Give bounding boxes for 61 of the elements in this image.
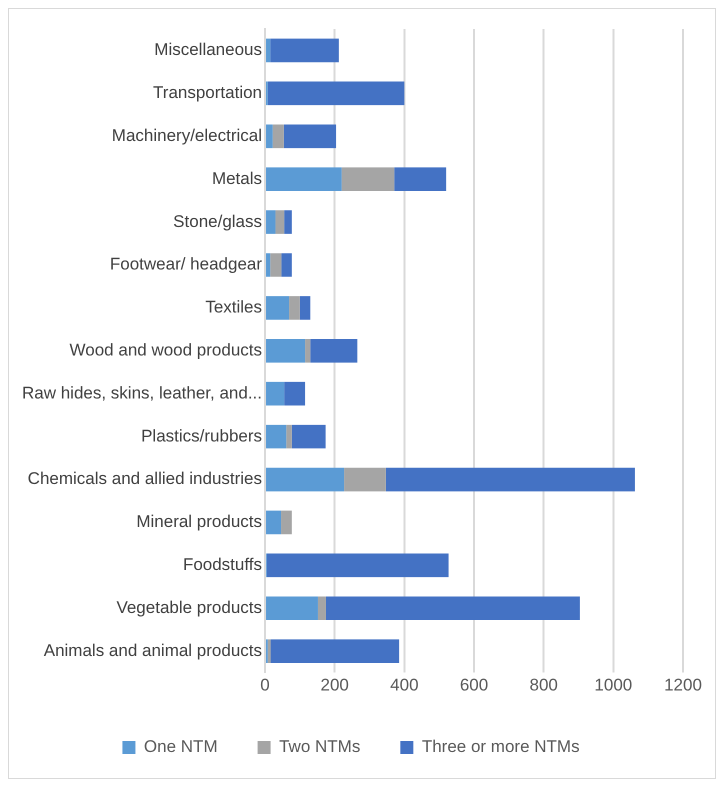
- y-tick-label: Mineral products: [136, 512, 262, 532]
- bar: [342, 167, 394, 191]
- bar: [270, 639, 400, 663]
- bar: [266, 510, 282, 534]
- y-tick-label: Chemicals and allied industries: [28, 469, 262, 488]
- bar: [310, 339, 358, 363]
- bar: [266, 424, 286, 448]
- bar: [281, 510, 292, 534]
- y-tick-label: Footwear/ headgear: [110, 254, 262, 274]
- x-tick-label: 200: [320, 675, 349, 694]
- bar: [266, 339, 306, 363]
- x-tick-label: 0: [260, 675, 270, 694]
- legend-label: One NTM: [144, 737, 218, 756]
- legend-label: Two NTMs: [279, 737, 360, 756]
- y-tick-label: Plastics/rubbers: [141, 426, 262, 446]
- y-tick-label: Animals and animal products: [44, 640, 262, 660]
- bar: [386, 468, 635, 492]
- x-tick-label: 1000: [594, 675, 632, 694]
- bar: [281, 253, 292, 277]
- x-tick-label: 1200: [664, 675, 702, 694]
- bar: [305, 339, 310, 363]
- legend-label: Three or more NTMs: [422, 737, 580, 756]
- y-tick-label: Textiles: [205, 298, 262, 317]
- bar: [344, 468, 386, 492]
- bar: [266, 554, 449, 578]
- y-tick-label: Wood and wood products: [70, 340, 262, 360]
- bar: [318, 596, 326, 620]
- bar: [275, 210, 284, 234]
- bar: [292, 424, 326, 448]
- bar: [266, 124, 273, 148]
- bar: [286, 424, 292, 448]
- bar: [289, 296, 300, 320]
- y-tick-label: Vegetable products: [116, 598, 262, 617]
- bar: [266, 382, 284, 406]
- bar: [266, 210, 276, 234]
- bar: [300, 296, 310, 320]
- x-tick-label: 800: [529, 675, 558, 694]
- bar: [326, 596, 580, 620]
- y-tick-label: Metals: [212, 168, 262, 188]
- y-tick-label: Stone/glass: [173, 212, 262, 231]
- bar: [270, 38, 339, 62]
- bar: [266, 253, 270, 277]
- y-tick-label: Transportation: [153, 83, 262, 102]
- bar: [266, 468, 344, 492]
- bar: [266, 38, 270, 62]
- y-tick-label: Foodstuffs: [182, 555, 262, 574]
- bar: [268, 82, 404, 106]
- bar: [272, 124, 284, 148]
- bar: [270, 253, 282, 277]
- y-tick-label: Miscellaneous: [154, 40, 262, 60]
- bar: [284, 382, 306, 406]
- y-tick-label: Raw hides, skins, leather, and...: [22, 383, 262, 402]
- bar: [394, 167, 446, 191]
- bar: [266, 296, 290, 320]
- x-tick-label: 400: [390, 675, 419, 694]
- bar: [284, 124, 336, 148]
- x-tick-label: 600: [460, 675, 488, 694]
- y-tick-label: Machinery/electrical: [112, 126, 262, 145]
- bar: [284, 210, 292, 234]
- bar: [266, 167, 342, 191]
- bar: [266, 596, 318, 620]
